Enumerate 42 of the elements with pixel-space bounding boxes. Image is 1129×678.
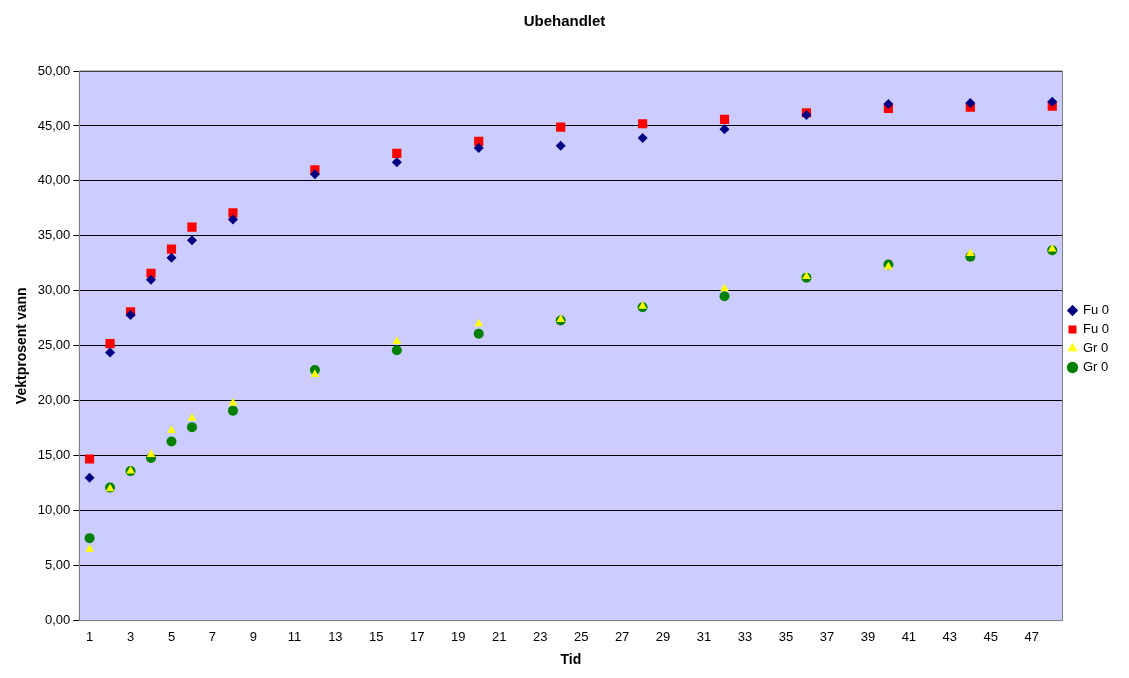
x-tick-label: 43 (942, 628, 958, 644)
y-tick-label: 0,00 (45, 612, 71, 628)
x-tick-label: 45 (983, 628, 999, 644)
y-tick-label: 25,00 (37, 337, 71, 353)
x-tick-label: 17 (410, 628, 425, 644)
chart-title: Ubehandlet (523, 12, 606, 30)
x-tick-label: 31 (696, 628, 712, 644)
x-tick-label: 9 (249, 628, 258, 644)
y-axis-title: Vektprosent vann (13, 287, 30, 405)
x-tick-label: 21 (491, 628, 507, 644)
y-tick-label: 35,00 (37, 227, 71, 243)
x-tick-label: 3 (126, 628, 135, 644)
y-tick-label: 15,00 (37, 447, 71, 463)
x-tick-label: 35 (778, 628, 794, 644)
x-tick-label: 27 (614, 628, 630, 644)
x-tick-label: 47 (1024, 628, 1039, 644)
x-tick-label: 11 (287, 628, 302, 644)
x-axis-title: Tid (560, 651, 582, 668)
x-tick-label: 39 (860, 628, 876, 644)
y-tick-label: 45,00 (37, 117, 71, 133)
y-tick-label: 20,00 (37, 392, 71, 408)
legend-label: Gr 0 (1082, 359, 1109, 375)
x-tick-label: 33 (737, 628, 753, 644)
x-tick-label: 15 (369, 628, 384, 644)
y-tick-label: 5,00 (45, 557, 71, 573)
legend-label: Gr 0 (1082, 340, 1109, 356)
y-tick-label: 40,00 (37, 172, 71, 188)
legend-label: Fu 0 (1082, 302, 1109, 318)
legend-label: Fu 0 (1082, 321, 1109, 337)
x-tick-label: 19 (451, 628, 466, 644)
x-tick-label: 13 (328, 628, 343, 644)
x-tick-label: 29 (655, 628, 671, 644)
x-tick-label: 23 (532, 628, 548, 644)
y-tick-label: 30,00 (37, 282, 71, 298)
x-tick-label: 41 (901, 628, 917, 644)
x-tick-label: 7 (208, 628, 217, 644)
x-tick-label: 37 (819, 628, 835, 644)
y-tick-label: 10,00 (37, 502, 71, 518)
x-tick-label: 25 (573, 628, 589, 644)
x-tick-label: 1 (85, 628, 94, 644)
y-tick-label: 50,00 (37, 62, 71, 78)
x-tick-label: 5 (167, 628, 176, 644)
